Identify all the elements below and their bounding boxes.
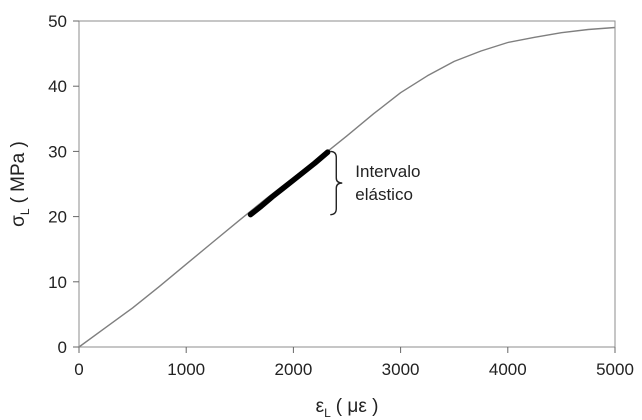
annotation-bracket bbox=[330, 150, 343, 216]
x-axis-label-unit: ( με ) bbox=[336, 396, 379, 417]
y-tick-label-20: 20 bbox=[48, 208, 67, 227]
y-tick-label-0: 0 bbox=[58, 338, 67, 357]
plot-layer bbox=[78, 26, 616, 348]
plot-frame bbox=[78, 20, 616, 348]
y-axis-label-subscript: L bbox=[18, 208, 32, 215]
x-axis-label-symbol: ε bbox=[316, 396, 325, 417]
x-tick-label-0: 0 bbox=[74, 360, 83, 379]
y-axis-label-unit: ( MPa ) bbox=[8, 141, 29, 203]
stress-strain-curve bbox=[78, 26, 616, 348]
x-tick-label-3000: 3000 bbox=[382, 360, 420, 379]
y-axis-label-symbol: σ bbox=[8, 215, 29, 227]
y-axis-label: σL ( MPa ) bbox=[8, 141, 32, 227]
y-tick-label-30: 30 bbox=[48, 142, 67, 161]
annotation-label-line-1: Intervalo bbox=[355, 162, 420, 181]
annotation-label-line-2: elástico bbox=[355, 185, 413, 204]
y-tick-label-10: 10 bbox=[48, 273, 67, 292]
annotation-layer: Intervalo elástico bbox=[330, 150, 420, 216]
x-tick-label-1000: 1000 bbox=[167, 360, 205, 379]
y-tick-label-40: 40 bbox=[48, 77, 67, 96]
x-axis-label: εL ( με ) bbox=[316, 396, 379, 420]
x-tick-label-2000: 2000 bbox=[274, 360, 312, 379]
x-axis-label-subscript: L bbox=[324, 406, 331, 420]
elastic-interval-segment bbox=[247, 149, 331, 218]
x-tick-label-5000: 5000 bbox=[596, 360, 634, 379]
axis-labels: εL( με ) σL( MPa ) bbox=[8, 141, 378, 420]
y-tick-label-50: 50 bbox=[48, 12, 67, 31]
x-tick-label-4000: 4000 bbox=[489, 360, 527, 379]
axes-layer: 0 1000 2000 3000 4000 5000 0 10 20 30 40 50 bbox=[48, 12, 634, 379]
